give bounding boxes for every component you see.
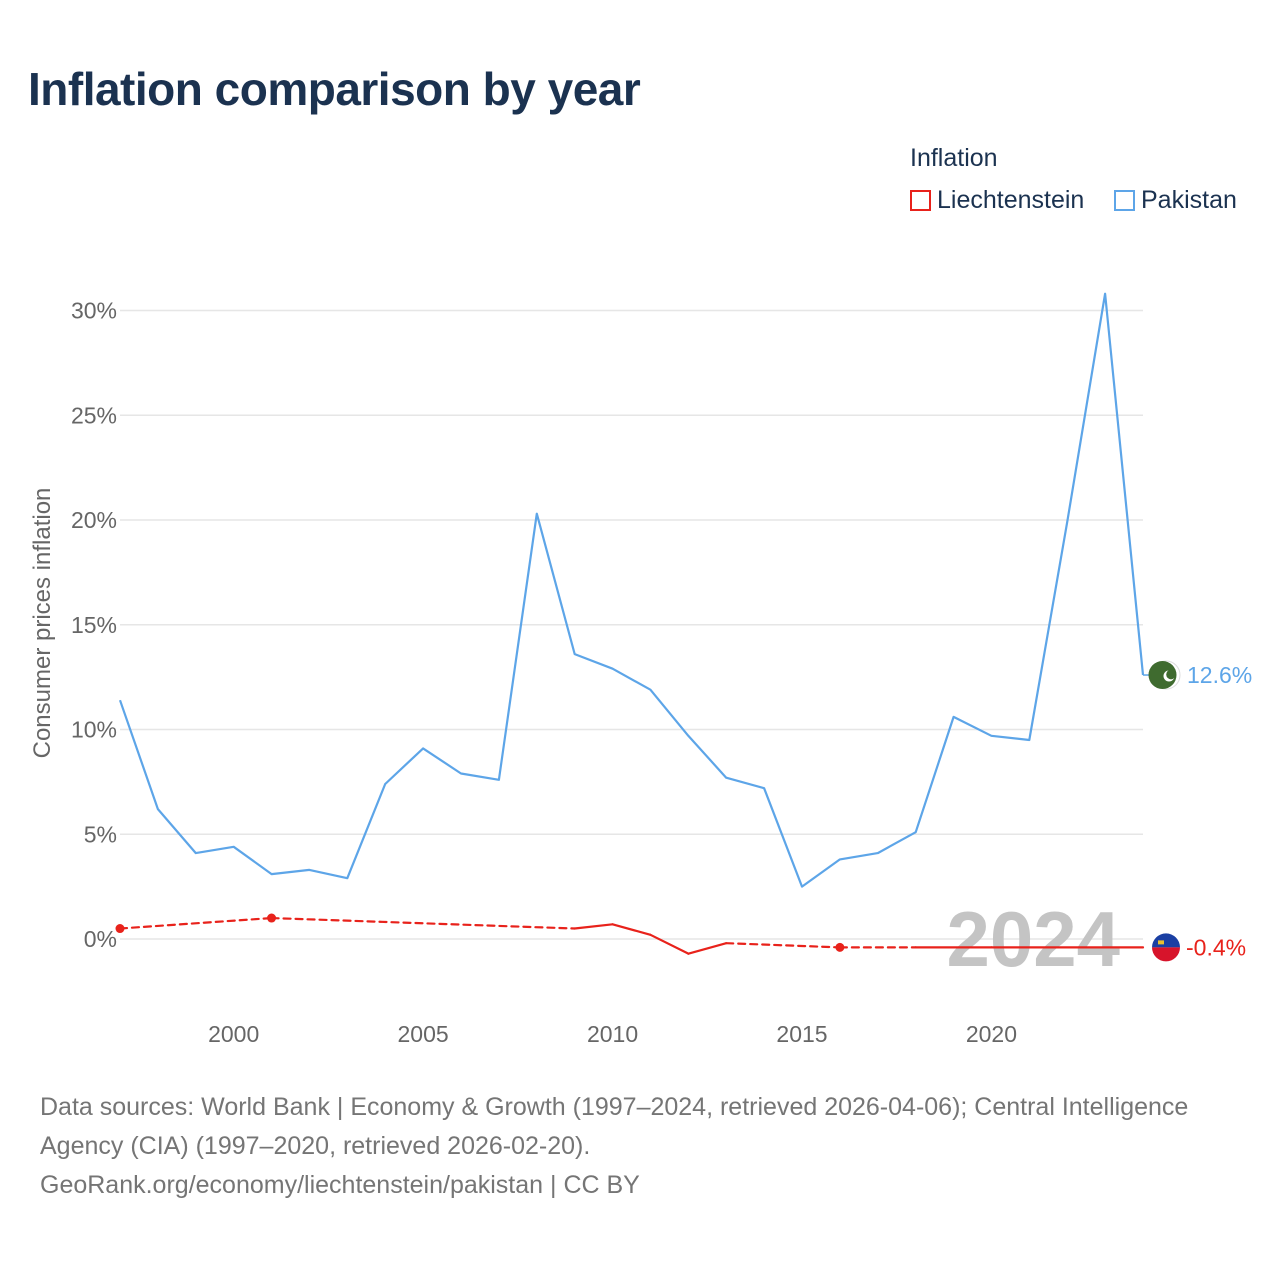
series-segment-liechtenstein-2013 [725,942,841,949]
source-line-3: GeoRank.org/economy/liechtenstein/pakist… [40,1171,640,1199]
data-point-liechtenstein-2016 [835,942,845,952]
current-year-label: 2024 [946,895,1120,983]
y-tick-label-20: 20% [71,507,117,533]
legend-swatch-liechtenstein [910,190,931,211]
series-segment-liechtenstein-2011 [649,933,690,955]
x-tick-label-2020: 2020 [966,1021,1017,1047]
flag-pakistan-crescent-cut [1166,669,1176,680]
y-tick-label-10: 10% [71,717,117,743]
series-segment-liechtenstein-2012 [687,942,728,955]
liechtenstein-flag-icon [1152,933,1180,962]
flag-pakistan-green [1148,661,1177,690]
line-chart: 0% 5% 10% 15% 20% 25% 30% 2000 2005 2010 2015 2020… [29,292,1252,1047]
data-point-liechtenstein-2001 [267,913,277,923]
chart-title: Inflation comparison by year [28,63,641,115]
source-line-1: Data sources: World Bank | Economy & Gro… [40,1093,1189,1121]
legend-item-liechtenstein[interactable]: Liechtenstein [910,186,1084,215]
x-tick-label-2000: 2000 [208,1021,259,1047]
y-tick-label-15: 15% [71,612,117,638]
y-axis-title: Consumer prices inflation [29,488,56,759]
legend-label-pakistan: Pakistan [1141,186,1237,214]
end-labels: 12.6% -0.4% [1143,660,1252,962]
y-tick-label-5: 5% [84,821,117,847]
y-axis: 0% 5% 10% 15% 20% 25% 30% [71,298,117,953]
y-tick-label-0: 0% [84,926,117,952]
end-label-pakistan: 12.6% [1187,662,1252,688]
data-point-liechtenstein-1997 [115,924,125,934]
y-tick-label-30: 30% [71,298,117,324]
legend-item-pakistan[interactable]: Pakistan [1114,186,1237,215]
series-group [115,292,1145,955]
x-tick-label-2015: 2015 [776,1021,827,1047]
y-tick-label-25: 25% [71,402,117,428]
legend-label-liechtenstein: Liechtenstein [937,186,1085,214]
series-segment-liechtenstein-2010 [611,923,652,936]
flag-liechtenstein-crown [1158,940,1164,945]
series-segment-liechtenstein-2001 [270,916,576,930]
x-tick-label-2010: 2010 [587,1021,638,1047]
source-line-2: Agency (CIA) (1997–2020, retrieved 2026-… [40,1132,591,1160]
x-axis: 2000 2005 2010 2015 2020 [208,1021,1017,1047]
pakistan-flag-icon [1148,660,1181,690]
legend-title: Inflation [910,144,998,172]
gridlines [120,309,1143,940]
source-note: Data sources: World Bank | Economy & Gro… [40,1088,1240,1205]
x-tick-label-2005: 2005 [398,1021,449,1047]
end-label-liechtenstein: -0.4% [1186,934,1246,960]
flag-liechtenstein-blue [1152,933,1180,948]
series-segment-liechtenstein-1997 [118,916,273,930]
series-line-pakistan [118,292,1145,888]
flag-liechtenstein-red [1152,947,1180,962]
series-segment-liechtenstein-2009 [573,923,614,930]
legend-swatch-pakistan [1114,190,1135,211]
